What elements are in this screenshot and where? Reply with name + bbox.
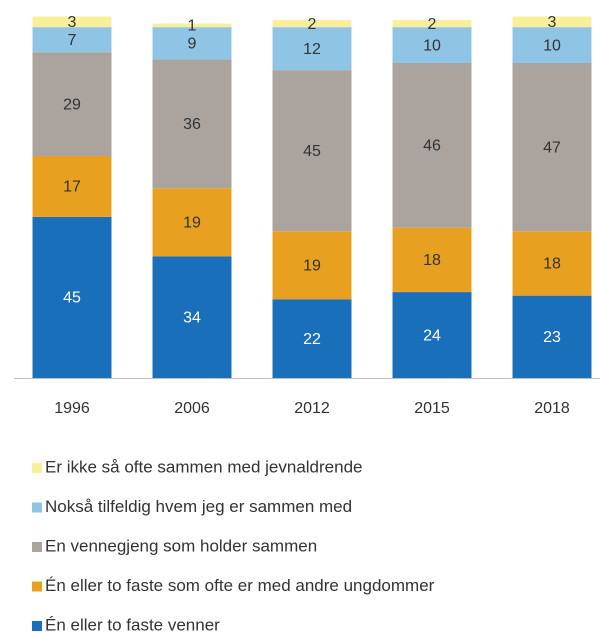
legend-label: Én eller to faste venner <box>45 615 220 632</box>
legend-swatch <box>32 542 42 552</box>
bar-segment <box>152 27 232 60</box>
legend-label: Nokså tilfeldig hvem jeg er sammen med <box>45 497 352 516</box>
x-tick-label: 2006 <box>174 400 210 417</box>
bar-segment <box>152 59 232 189</box>
bar-segment <box>392 20 472 28</box>
x-tick-label: 1996 <box>54 400 90 417</box>
data-label: 3 <box>68 14 77 31</box>
bar-segment <box>272 20 352 28</box>
bar-segment <box>272 27 352 71</box>
data-label: 9 <box>188 35 197 52</box>
bar-segment <box>32 216 112 378</box>
bar-segment <box>152 256 232 378</box>
bar-segment <box>512 231 592 296</box>
legend-swatch <box>32 581 42 592</box>
data-label: 22 <box>303 331 321 348</box>
x-tick-label: 2015 <box>414 400 450 417</box>
data-label: 3 <box>548 14 557 31</box>
legend-label: En vennegjeng som holder sammen <box>45 536 317 555</box>
data-label: 2 <box>428 16 437 33</box>
legend-label: Er ikke så ofte sammen med jevnaldrende <box>45 457 363 476</box>
legend-label: Én eller to faste som ofte er med andre … <box>45 576 435 595</box>
data-label: 1 <box>188 18 197 35</box>
data-label: 47 <box>543 139 561 156</box>
bar-segment <box>392 227 472 293</box>
data-label: 19 <box>303 257 321 274</box>
x-tick-label: 2018 <box>534 400 570 417</box>
bar-segment <box>32 16 112 28</box>
bar-segment <box>272 70 352 232</box>
data-label: 45 <box>63 290 81 307</box>
bar-segment <box>512 16 592 28</box>
data-label: 18 <box>423 252 441 269</box>
data-label: 23 <box>543 329 561 346</box>
data-label: 7 <box>68 32 77 49</box>
bar-segment <box>272 231 352 300</box>
data-label: 29 <box>63 96 81 113</box>
data-label: 36 <box>183 116 201 133</box>
bar-segment <box>32 27 112 53</box>
data-label: 34 <box>183 309 201 326</box>
data-label: 46 <box>423 138 441 155</box>
legend-swatch <box>32 463 42 473</box>
data-label: 17 <box>63 179 81 196</box>
data-label: 12 <box>303 41 321 58</box>
data-label: 19 <box>183 214 201 231</box>
data-label: 18 <box>543 256 561 273</box>
data-label: 10 <box>543 37 561 54</box>
bar-segment <box>512 62 592 232</box>
bar-segment <box>152 23 232 28</box>
bar-segment <box>392 62 472 228</box>
data-label: 45 <box>303 143 321 160</box>
legend-swatch <box>32 502 42 513</box>
bar-segment <box>32 52 112 157</box>
data-label: 2 <box>308 16 317 33</box>
bar-segment <box>392 292 472 378</box>
bar-segment <box>272 299 352 378</box>
bar-segment <box>152 188 232 257</box>
x-tick-label: 2012 <box>294 400 330 417</box>
data-label: 10 <box>423 37 441 54</box>
bar-segment <box>392 27 472 63</box>
data-label: 24 <box>423 327 441 344</box>
bar-segment <box>512 27 592 63</box>
bar-segment <box>512 295 592 378</box>
legend-swatch <box>32 621 42 631</box>
bar-segment <box>32 156 112 217</box>
